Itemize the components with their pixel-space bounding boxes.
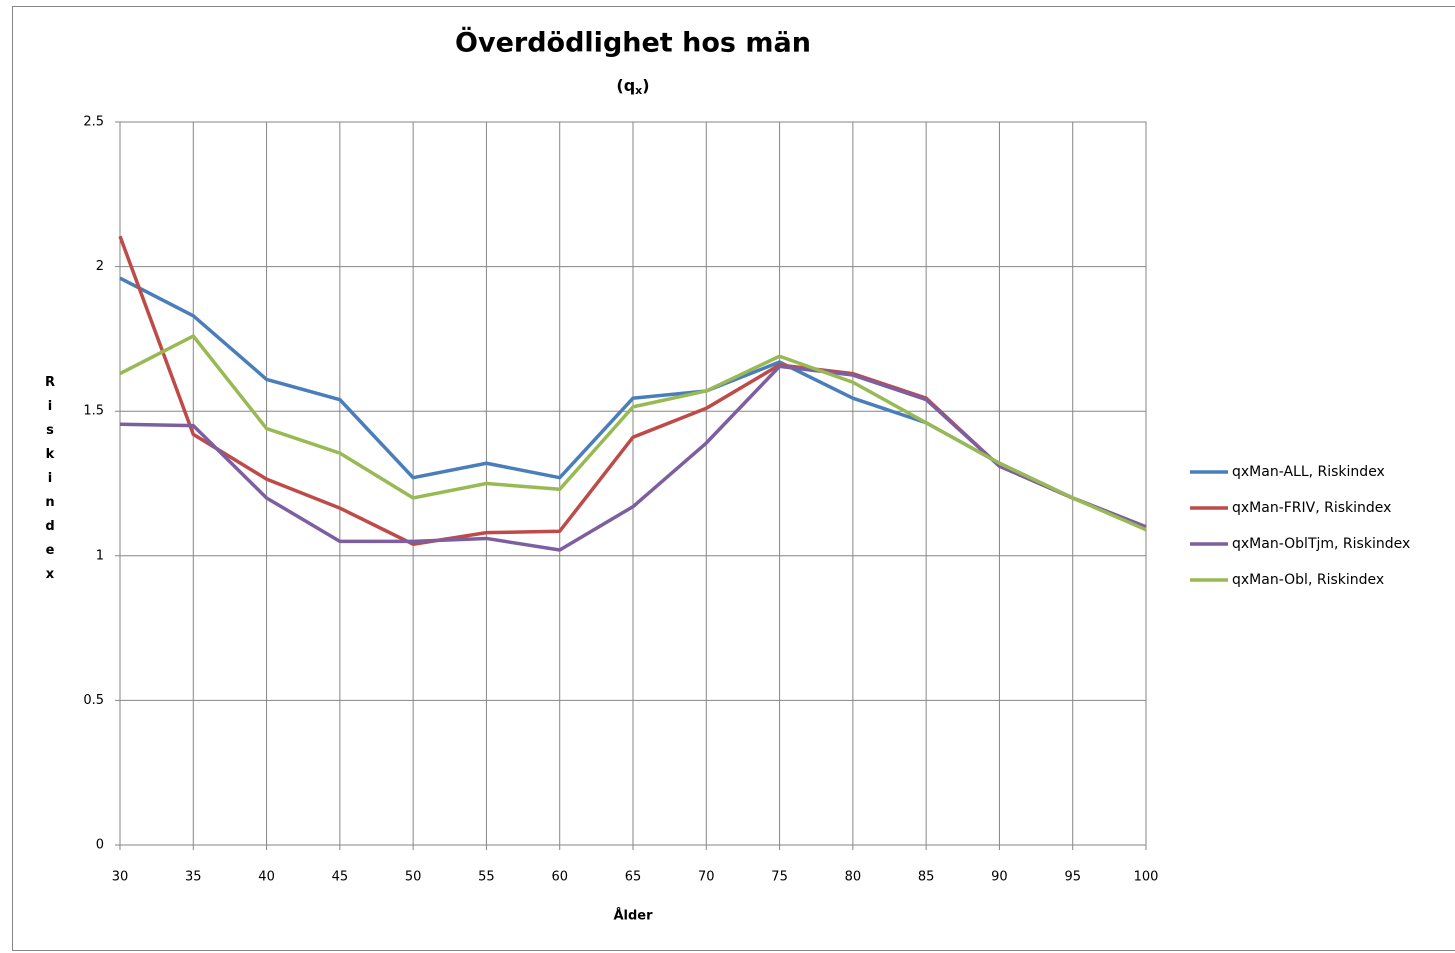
series-line <box>119 334 1147 532</box>
series-line <box>119 364 1147 552</box>
y-tick-label: 0.5 <box>83 693 104 708</box>
x-tick-label: 80 <box>845 870 862 885</box>
y-axis-label: Riskindex <box>43 375 58 591</box>
x-tick-label: 45 <box>332 870 349 885</box>
x-tick-label: 60 <box>551 870 568 885</box>
subtitle-subscript: x <box>635 84 642 97</box>
x-tick-label: 75 <box>771 870 788 885</box>
subtitle-part: ) <box>642 76 649 95</box>
legend-label: qxMan-FRIV, Riskindex <box>1232 500 1391 516</box>
x-tick-label: 90 <box>991 870 1008 885</box>
x-tick-label: 95 <box>1064 870 1081 885</box>
chart-frame <box>12 6 1455 951</box>
plot-area <box>119 121 1147 846</box>
y-tick-label: 0 <box>96 838 104 853</box>
x-tick-label: 70 <box>698 870 715 885</box>
y-tick-label: 1.5 <box>83 404 104 419</box>
x-tick-label: 65 <box>625 870 642 885</box>
x-tick-label: 85 <box>918 870 935 885</box>
x-tick-label: 40 <box>258 870 275 885</box>
x-tick-label: 50 <box>405 870 422 885</box>
chart-title: Överdödlighet hos män <box>455 26 811 59</box>
y-tick-label: 2 <box>96 259 104 274</box>
legend-label: qxMan-Obl, Riskindex <box>1232 572 1384 588</box>
x-axis-label: Ålder <box>613 908 653 924</box>
x-tick-label: 100 <box>1134 870 1159 885</box>
legend-label: qxMan-ALL, Riskindex <box>1232 464 1385 480</box>
x-tick-label: 55 <box>478 870 495 885</box>
x-tick-label: 35 <box>185 870 202 885</box>
legend-label: qxMan-OblTjm, Riskindex <box>1232 536 1410 552</box>
chart-subtitle: (qx) <box>616 76 649 98</box>
y-tick-label: 2.5 <box>83 115 104 130</box>
subtitle-part: (q <box>616 76 635 95</box>
y-tick-label: 1 <box>96 548 104 563</box>
x-tick-label: 30 <box>112 870 129 885</box>
